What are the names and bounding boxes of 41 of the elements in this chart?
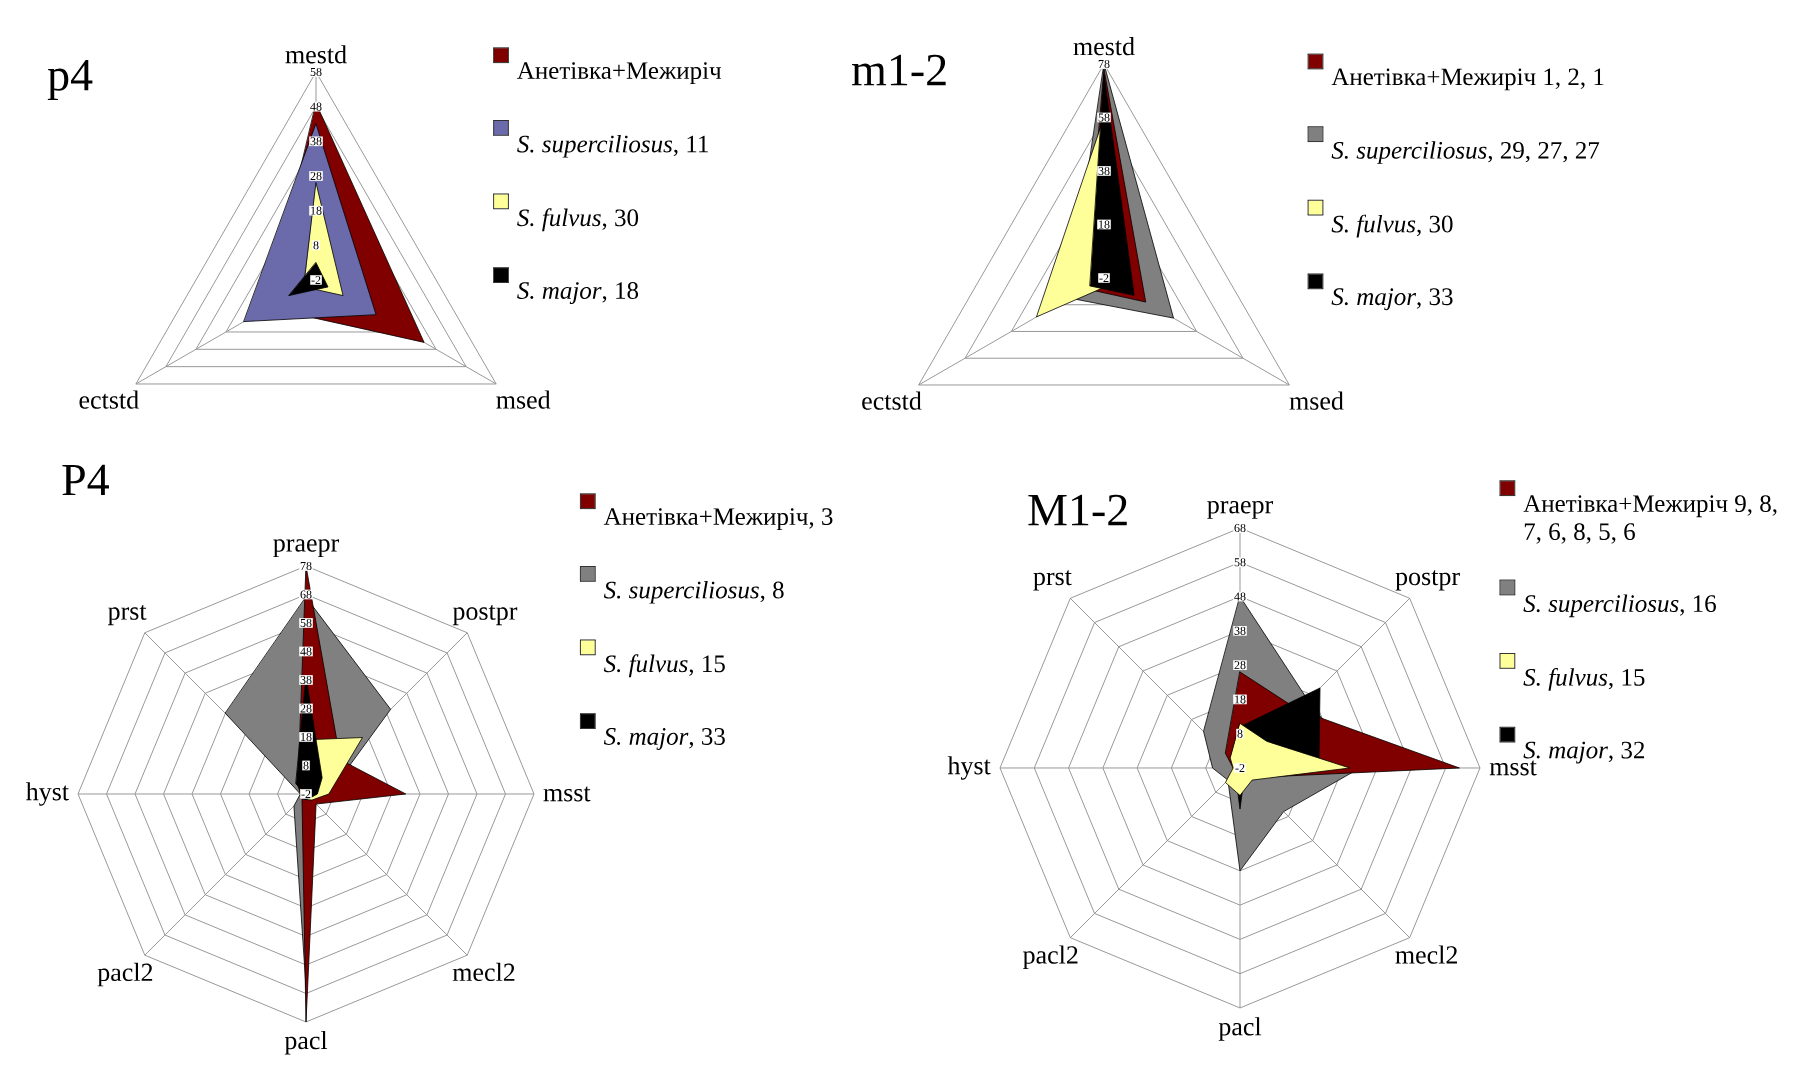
legend-label: S. superciliosus, 29, 27, 27 (1331, 141, 1600, 164)
spoke-label: pacl (284, 1030, 328, 1055)
spoke-label: prst (1033, 570, 1072, 591)
legend-label: S. major, 33 (603, 728, 725, 750)
legend-label: S. major, 33 (1331, 288, 1453, 311)
legend-label: S. fulvus, 15 (1523, 667, 1645, 691)
spoke-label: postpr (1395, 570, 1460, 591)
legend-label: S. fulvus, 30 (1331, 214, 1453, 238)
spoke-label: praepr (273, 539, 339, 557)
spoke-label: postpr (452, 604, 518, 626)
chart-title: M1-2 (1028, 494, 1127, 526)
spoke-label: ectstd (862, 391, 922, 410)
chart-title: p4 (47, 59, 93, 101)
legend-label: S. major, 18 (517, 282, 639, 305)
legend-label: Анетівка+Межиріч, 3 (603, 508, 833, 531)
chart-title: m1-2 (852, 54, 946, 86)
legend-label: Анетівка+Межиріч 1, 2, 1 (1331, 68, 1604, 91)
spoke-label: pacl2 (1022, 945, 1078, 970)
spoke-label: mestd (1073, 37, 1135, 56)
spoke-label: hyst (25, 782, 69, 806)
spoke-label: praepr (1207, 500, 1273, 519)
spoke-label: ectstd (79, 390, 139, 409)
spoke-label: mestd (285, 45, 347, 64)
spoke-label: mecl2 (1395, 945, 1457, 964)
spoke-label: msed (1289, 391, 1344, 410)
spoke-label: pacl2 (97, 962, 153, 987)
chart-title: P4 (62, 464, 109, 496)
spoke-label: msed (496, 390, 551, 409)
spoke-label: hyst (947, 756, 991, 780)
legend-label: S. superciliosus, 8 (603, 580, 784, 604)
legend-label: Анетівка+Межиріч 9, 8, 7, 6, 8, 5, 6 (1523, 495, 1777, 544)
legend-label: S. fulvus, 30 (517, 208, 639, 232)
spoke-label: mecl2 (452, 962, 515, 982)
spoke-label: msst (543, 786, 591, 802)
legend-label: S. fulvus, 15 (603, 654, 725, 678)
legend-label: S. superciliosus, 11 (517, 134, 708, 158)
legend-label: Анетівка+Межиріч (517, 62, 722, 85)
legend-label: S. superciliosus, 16 (1523, 594, 1716, 618)
spoke-label: pacl (1218, 1017, 1262, 1041)
spoke-label: prst (108, 604, 147, 626)
spoke-label: msst (1489, 760, 1537, 776)
